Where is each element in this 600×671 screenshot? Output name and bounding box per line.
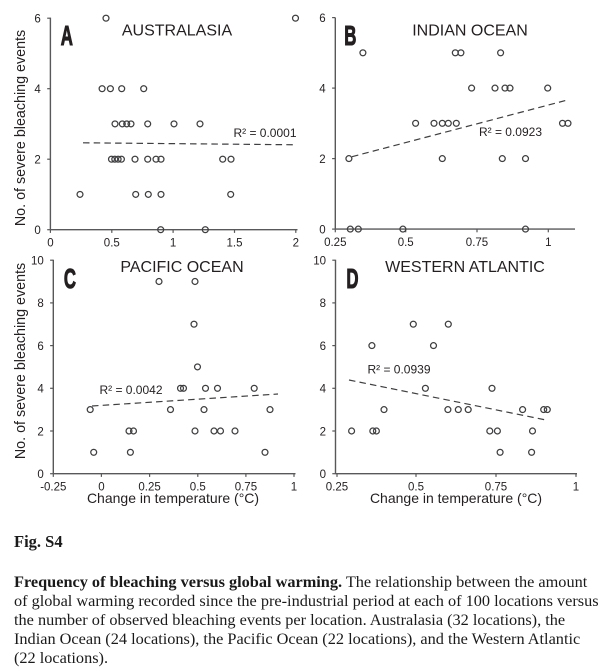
svg-text:4: 4 [37, 384, 44, 396]
svg-text:1: 1 [545, 237, 551, 249]
svg-text:0.25: 0.25 [138, 482, 160, 494]
svg-text:2: 2 [320, 426, 326, 438]
svg-text:4: 4 [319, 83, 326, 95]
svg-text:1: 1 [170, 238, 176, 250]
svg-text:Change in temperature (°C): Change in temperature (°C) [87, 490, 259, 506]
svg-text:1.5: 1.5 [227, 238, 243, 250]
svg-text:0: 0 [319, 224, 325, 236]
svg-text:4: 4 [320, 384, 327, 396]
svg-text:0: 0 [47, 238, 53, 250]
svg-text:R² = 0.0923: R² = 0.0923 [479, 125, 542, 139]
svg-text:6: 6 [37, 341, 43, 353]
svg-text:0.25: 0.25 [324, 237, 346, 249]
svg-text:0.5: 0.5 [190, 482, 206, 494]
svg-text:No. of severe bleaching events: No. of severe bleaching events [13, 30, 29, 226]
svg-text:0.75: 0.75 [485, 482, 507, 494]
svg-text:C: C [64, 263, 76, 295]
svg-text:10: 10 [31, 256, 44, 268]
svg-text:0: 0 [320, 469, 326, 481]
svg-text:0.25: 0.25 [326, 482, 348, 494]
svg-text:2: 2 [37, 426, 43, 438]
svg-text:Change in temperature (°C): Change in temperature (°C) [370, 490, 542, 506]
svg-text:0: 0 [98, 482, 104, 494]
svg-text:2: 2 [34, 155, 40, 167]
svg-text:0.5: 0.5 [408, 482, 424, 494]
svg-text:INDIAN OCEAN: INDIAN OCEAN [412, 23, 528, 40]
svg-text:PACIFIC OCEAN: PACIFIC OCEAN [120, 259, 243, 276]
svg-text:R² = 0.0042: R² = 0.0042 [99, 383, 162, 397]
svg-text:R² = 0.0939: R² = 0.0939 [367, 363, 430, 377]
svg-text:6: 6 [320, 341, 326, 353]
svg-text:6: 6 [34, 14, 40, 26]
svg-text:0: 0 [37, 469, 43, 481]
svg-text:No. of severe bleaching events: No. of severe bleaching events [13, 263, 29, 459]
svg-text:AUSTRALASIA: AUSTRALASIA [122, 23, 233, 40]
svg-text:R² = 0.0001: R² = 0.0001 [233, 126, 296, 140]
svg-text:4: 4 [34, 84, 41, 96]
svg-text:D: D [346, 263, 358, 295]
svg-text:1: 1 [573, 482, 579, 494]
svg-text:8: 8 [320, 298, 326, 310]
svg-text:0.5: 0.5 [104, 238, 120, 250]
svg-text:1: 1 [291, 482, 297, 494]
svg-text:0.75: 0.75 [466, 237, 488, 249]
svg-text:0.75: 0.75 [235, 482, 257, 494]
svg-text:2: 2 [319, 154, 325, 166]
svg-text:8: 8 [37, 298, 43, 310]
svg-text:6: 6 [319, 13, 325, 25]
svg-text:A: A [61, 20, 73, 52]
svg-text:2: 2 [293, 238, 299, 250]
svg-text:B: B [344, 20, 356, 52]
svg-text:WESTERN ATLANTIC: WESTERN ATLANTIC [385, 259, 545, 276]
svg-text:0: 0 [34, 225, 40, 237]
svg-text:10: 10 [313, 256, 326, 268]
svg-text:0.5: 0.5 [398, 237, 414, 249]
svg-text:-0.25: -0.25 [40, 482, 66, 494]
